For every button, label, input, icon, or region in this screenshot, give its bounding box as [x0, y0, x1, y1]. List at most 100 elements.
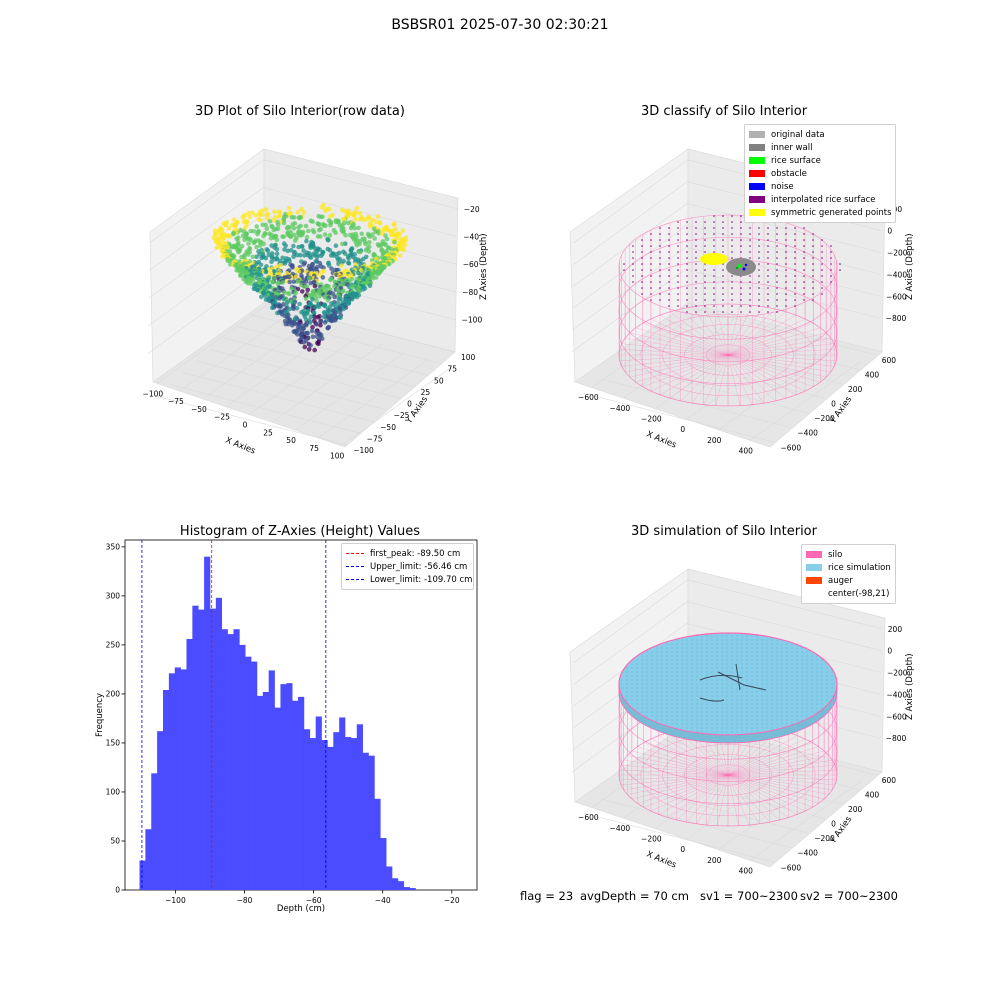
- depth-point: [368, 280, 374, 286]
- y-tick-label: 300: [106, 591, 121, 600]
- interpolated-point: [785, 251, 787, 253]
- depth-point: [369, 264, 375, 270]
- depth-point: [379, 254, 385, 260]
- depth-point: [213, 238, 218, 244]
- classify-plot-title: 3D classify of Silo Interior: [640, 104, 808, 119]
- interpolated-point: [677, 293, 679, 295]
- depth-point: [363, 254, 369, 260]
- depth-point: [326, 263, 332, 268]
- depth-point: [307, 254, 313, 259]
- depth-point: [265, 292, 271, 298]
- depth-point: [227, 258, 233, 263]
- depth-point: [254, 271, 260, 277]
- depth-point: [310, 251, 316, 257]
- depth-point: [281, 217, 286, 223]
- depth-point: [265, 276, 270, 282]
- depth-point: [379, 264, 385, 269]
- interpolated-point: [731, 263, 733, 265]
- depth-point: [386, 256, 392, 261]
- depth-point: [348, 293, 354, 298]
- depth-point: [359, 282, 365, 288]
- interpolated-point: [713, 257, 715, 259]
- depth-point: [265, 274, 271, 280]
- depth-point: [379, 260, 384, 265]
- depth-point: [326, 315, 332, 321]
- depth-point: [382, 241, 388, 247]
- interpolated-point: [722, 311, 724, 313]
- histogram-bar: [292, 700, 299, 890]
- depth-point: [269, 232, 274, 238]
- depth-point: [311, 291, 316, 296]
- depth-point: [233, 262, 238, 267]
- depth-point: [310, 241, 316, 247]
- z-tick-label: −600: [886, 292, 907, 301]
- depth-point: [365, 231, 371, 237]
- depth-point: [284, 225, 290, 231]
- depth-point: [374, 265, 379, 271]
- interpolated-point: [668, 287, 670, 289]
- legend-label: inner wall: [771, 142, 813, 153]
- depth-point: [337, 256, 343, 262]
- depth-point: [318, 226, 323, 232]
- interpolated-point: [839, 263, 841, 265]
- depth-point: [296, 269, 302, 275]
- depth-point: [227, 244, 233, 249]
- depth-point: [308, 271, 313, 277]
- depth-point: [354, 294, 360, 300]
- depth-point: [245, 267, 250, 273]
- depth-point: [353, 231, 359, 237]
- depth-point: [330, 308, 336, 313]
- depth-point: [377, 220, 383, 225]
- x-tick-label: 400: [739, 867, 754, 876]
- depth-point: [217, 240, 223, 245]
- interpolated-point: [704, 251, 706, 253]
- interpolated-point: [740, 257, 742, 259]
- depth-point: [367, 279, 373, 285]
- depth-point: [292, 299, 298, 305]
- depth-point: [242, 218, 248, 224]
- depth-point: [301, 340, 307, 345]
- interpolated-point: [650, 293, 652, 295]
- depth-point: [262, 287, 268, 293]
- depth-point: [247, 275, 252, 281]
- depth-point: [346, 274, 352, 279]
- depth-point: [338, 315, 343, 321]
- depth-point: [343, 293, 349, 299]
- depth-point: [296, 231, 301, 236]
- depth-point: [283, 296, 288, 302]
- depth-point: [366, 233, 372, 238]
- interpolated-point: [758, 269, 760, 271]
- depth-point: [337, 250, 342, 256]
- depth-point: [230, 253, 236, 258]
- interpolated-point: [659, 251, 661, 253]
- interpolated-point: [803, 227, 805, 229]
- depth-point: [308, 245, 313, 250]
- depth-point: [287, 306, 293, 312]
- depth-point: [245, 273, 250, 279]
- depth-point: [310, 228, 316, 233]
- depth-point: [341, 228, 346, 234]
- interpolated-point: [785, 281, 787, 283]
- depth-point: [275, 219, 280, 225]
- depth-point: [244, 231, 249, 237]
- z-tick-label: −200: [887, 249, 908, 258]
- depth-point: [273, 243, 278, 248]
- depth-point: [352, 283, 357, 289]
- depth-point: [349, 223, 355, 229]
- depth-point: [333, 280, 338, 285]
- histogram-bar: [339, 717, 346, 890]
- depth-point: [324, 318, 329, 323]
- depth-point: [285, 300, 290, 305]
- depth-point: [320, 292, 326, 298]
- depth-point: [318, 301, 324, 307]
- depth-point: [379, 260, 385, 266]
- y-tick-label: −50: [380, 423, 396, 432]
- interpolated-point: [767, 233, 769, 235]
- interpolated-point: [776, 227, 778, 229]
- depth-point: [298, 252, 303, 258]
- depth-point: [234, 220, 240, 225]
- depth-point: [275, 292, 281, 298]
- depth-point: [259, 294, 264, 300]
- depth-point: [261, 278, 266, 284]
- depth-point: [322, 303, 328, 309]
